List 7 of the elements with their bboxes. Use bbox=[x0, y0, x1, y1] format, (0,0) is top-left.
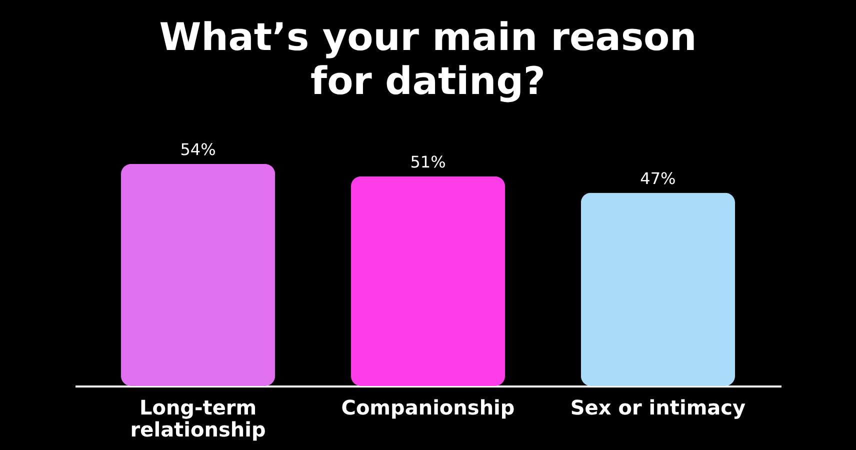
x-tick-label: Companionship bbox=[341, 396, 515, 420]
x-tick-label: Sex or intimacy bbox=[570, 396, 746, 420]
data-label: 47% bbox=[640, 168, 676, 188]
x-tick-label: Long-term relationship bbox=[130, 396, 266, 442]
data-label: 51% bbox=[410, 152, 446, 172]
data-label: 54% bbox=[180, 140, 216, 159]
chart-title: What’s your main reason for dating? bbox=[159, 15, 697, 103]
